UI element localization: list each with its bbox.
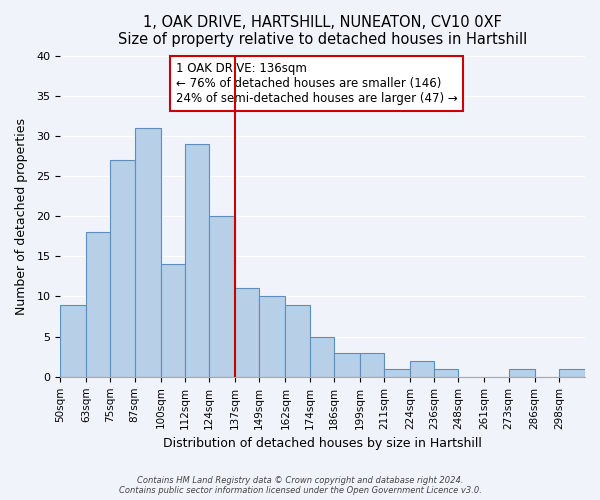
Bar — [185, 144, 209, 377]
Bar — [86, 232, 110, 377]
Bar — [286, 304, 310, 377]
Text: 1 OAK DRIVE: 136sqm
← 76% of detached houses are smaller (146)
24% of semi-detac: 1 OAK DRIVE: 136sqm ← 76% of detached ho… — [176, 62, 457, 105]
Bar — [134, 128, 161, 377]
Y-axis label: Number of detached properties: Number of detached properties — [15, 118, 28, 314]
Bar — [209, 216, 235, 377]
X-axis label: Distribution of detached houses by size in Hartshill: Distribution of detached houses by size … — [163, 437, 482, 450]
Bar — [434, 369, 458, 377]
Bar — [310, 336, 334, 377]
Bar — [334, 352, 360, 377]
Text: Contains HM Land Registry data © Crown copyright and database right 2024.
Contai: Contains HM Land Registry data © Crown c… — [119, 476, 481, 495]
Bar — [410, 361, 434, 377]
Bar — [559, 369, 585, 377]
Bar — [161, 264, 185, 377]
Bar — [360, 352, 384, 377]
Title: 1, OAK DRIVE, HARTSHILL, NUNEATON, CV10 0XF
Size of property relative to detache: 1, OAK DRIVE, HARTSHILL, NUNEATON, CV10 … — [118, 15, 527, 48]
Bar — [384, 369, 410, 377]
Bar — [509, 369, 535, 377]
Bar — [60, 304, 86, 377]
Bar — [110, 160, 134, 377]
Bar — [235, 288, 259, 377]
Bar — [259, 296, 286, 377]
